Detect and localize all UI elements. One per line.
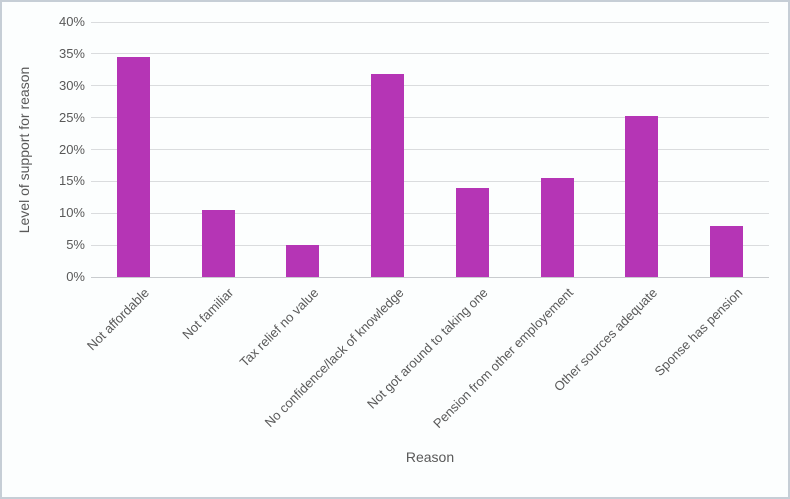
x-axis-line	[91, 277, 769, 278]
y-tick-label: 25%	[58, 109, 85, 125]
bar	[625, 116, 659, 277]
bar	[540, 178, 574, 277]
gridline	[91, 85, 769, 87]
x-category-label-text: Pension from other employement	[429, 285, 576, 432]
gridline	[91, 117, 769, 119]
y-tick-label: 30%	[58, 77, 85, 93]
gridline	[91, 149, 769, 150]
y-tick-label: 15%	[58, 173, 85, 189]
bar	[116, 57, 150, 277]
y-tick-label: 10%	[58, 205, 85, 221]
gridline	[91, 244, 769, 246]
bar	[201, 210, 235, 277]
gridline	[91, 21, 769, 23]
bar	[455, 188, 489, 277]
x-category-label-text: Sponse has pension	[651, 285, 746, 379]
bar	[286, 245, 320, 277]
y-tick-label: 5%	[66, 237, 85, 253]
y-tick-label: 0%	[66, 269, 85, 284]
gridline	[91, 53, 769, 55]
bar	[371, 74, 405, 277]
bar	[710, 226, 744, 277]
gridline	[91, 212, 769, 214]
y-tick-label: 20%	[58, 141, 85, 157]
x-category-label-text: No confidence/lack of knowledge	[261, 285, 407, 431]
gridline	[91, 180, 769, 182]
x-category-label: Sponse has pension	[485, 285, 745, 379]
y-axis-title: Level of support for reason	[16, 66, 32, 234]
y-tick-label: 40%	[58, 14, 85, 29]
x-axis-title: Reason	[405, 449, 455, 465]
y-tick-label: 35%	[58, 45, 85, 61]
